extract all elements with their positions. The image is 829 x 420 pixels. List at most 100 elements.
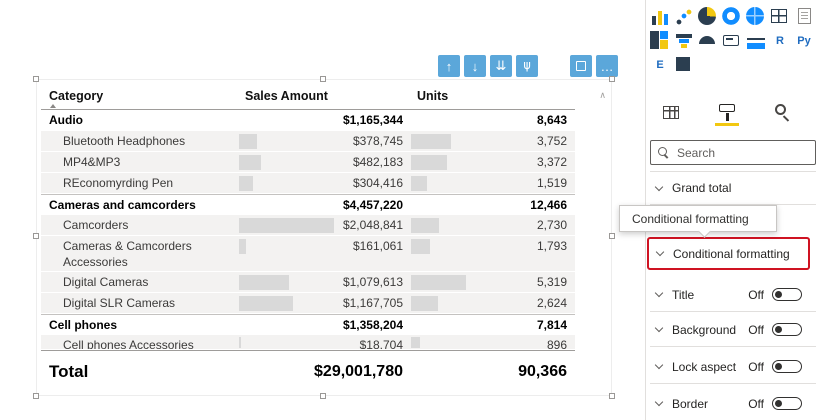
map-icon[interactable]: [746, 7, 764, 25]
card-icon[interactable]: [723, 34, 739, 46]
pane-tabs: [652, 98, 802, 126]
column-header-units[interactable]: Units: [417, 89, 449, 103]
units-value: 12,466: [530, 198, 567, 212]
units-value: 1,793: [536, 239, 567, 253]
column-header-category[interactable]: Category: [49, 89, 104, 103]
sales-value: $1,165,344: [342, 113, 403, 127]
pie-chart-icon[interactable]: [698, 7, 716, 25]
resize-handle[interactable]: [33, 393, 39, 399]
sales-data-bar: [239, 337, 241, 348]
resize-handle[interactable]: [609, 76, 615, 82]
expand-all-button[interactable]: ⋔: [516, 55, 538, 77]
table-row[interactable]: REconomyrding Pen $304,416 1,519: [41, 173, 575, 194]
table-row[interactable]: Digital SLR Cameras $1,167,705 2,624: [41, 293, 575, 314]
matrix-icon[interactable]: [771, 9, 787, 23]
scroll-up-icon[interactable]: ∧: [599, 90, 606, 100]
category-cell: MP4&MP3: [63, 155, 121, 169]
power-apps-icon[interactable]: E: [656, 59, 664, 71]
donut-chart-icon[interactable]: [722, 7, 740, 25]
total-label: Total: [49, 362, 89, 381]
toggle-switch[interactable]: [772, 323, 802, 336]
custom-visual-icon[interactable]: [676, 57, 690, 71]
resize-handle[interactable]: [33, 233, 39, 239]
python-visual-icon[interactable]: Py: [797, 35, 811, 47]
gauge-icon[interactable]: [699, 36, 715, 44]
units-value: 3,372: [536, 155, 567, 169]
resize-handle[interactable]: [320, 393, 326, 399]
format-section-title[interactable]: Title Off: [650, 278, 816, 312]
category-cell: Audio: [49, 113, 83, 127]
column-header-sales-amount[interactable]: Sales Amount: [245, 89, 328, 103]
treemap-icon[interactable]: [650, 31, 668, 49]
paint-roller-icon: [719, 104, 735, 121]
sales-amount-cell: $304,416: [237, 173, 409, 193]
section-label: Border: [672, 396, 709, 411]
report-page-icon[interactable]: [797, 8, 811, 24]
kpi-icon[interactable]: [746, 31, 766, 51]
category-cell: Cell phones Accessories: [63, 338, 194, 349]
drill-up-button[interactable]: ↑: [438, 55, 460, 77]
category-cell: Cameras & Camcorders Accessories: [63, 239, 192, 269]
table-row[interactable]: Bluetooth Headphones $378,745 3,752: [41, 131, 575, 152]
resize-handle[interactable]: [609, 393, 615, 399]
table-rows: Audio $1,165,344 8,643 Bluetooth Headphones…: [41, 110, 575, 350]
table-row[interactable]: Digital Cameras $1,079,613 5,319: [41, 272, 575, 293]
table-row[interactable]: Camcorders $2,048,841 2,730: [41, 215, 575, 236]
units-cell: 3,752: [409, 131, 573, 151]
category-cell: Cell phones: [49, 318, 118, 332]
resize-handle[interactable]: [609, 233, 615, 239]
sales-amount-cell: $1,167,705: [237, 293, 409, 313]
units-cell: 2,730: [409, 215, 573, 235]
sales-value: $2,048,841: [342, 218, 403, 232]
more-options-button[interactable]: …: [596, 55, 618, 77]
funnel-chart-icon[interactable]: [674, 31, 694, 51]
section-label: Conditional formatting: [673, 246, 790, 261]
toggle-switch[interactable]: [772, 360, 802, 373]
toggle-state-label: Off: [748, 322, 764, 337]
toggle-switch[interactable]: [772, 288, 802, 301]
total-row[interactable]: Total $29,001,780 90,366: [41, 350, 575, 394]
scatter-chart-icon[interactable]: [674, 7, 694, 27]
sales-amount-cell: $482,183: [237, 152, 409, 172]
format-pane: R Py E Grand total Conditional formatting Ti…: [645, 0, 829, 420]
chevron-down-icon: [654, 360, 664, 370]
format-section-grand-total[interactable]: Grand total: [650, 171, 816, 205]
drill-down-button[interactable]: ↓: [464, 55, 486, 77]
units-data-bar: [411, 134, 451, 149]
toggle-switch[interactable]: [772, 397, 802, 410]
focus-mode-icon: [576, 61, 586, 71]
go-to-next-level-button[interactable]: ⇊: [490, 55, 512, 77]
resize-handle[interactable]: [320, 76, 326, 82]
format-section-background[interactable]: Background Off: [650, 313, 816, 347]
units-cell: 896: [409, 335, 573, 349]
sales-value: $4,457,220: [342, 198, 403, 212]
analytics-tab[interactable]: [764, 98, 802, 126]
search-input[interactable]: [650, 140, 816, 165]
units-data-bar: [411, 337, 420, 348]
table-row[interactable]: MP4&MP3 $482,183 3,372: [41, 152, 575, 173]
focus-mode-button[interactable]: [570, 55, 592, 77]
fields-tab[interactable]: [652, 98, 690, 126]
search-box: [650, 140, 816, 165]
matrix-visual[interactable]: Category Sales Amount Units Audio $1,165,…: [33, 76, 615, 399]
format-tab[interactable]: [708, 98, 746, 126]
category-cell: Digital SLR Cameras: [63, 296, 176, 310]
toggle-state-label: Off: [748, 287, 764, 302]
units-cell: 7,814: [409, 315, 573, 335]
format-section-conditional-formatting[interactable]: Conditional formatting: [647, 237, 810, 270]
sales-value: $482,183: [352, 155, 403, 169]
table-row[interactable]: Cameras and camcorders $4,457,220 12,466: [41, 194, 575, 215]
format-section-border[interactable]: Border Off: [650, 387, 816, 420]
units-cell: 3,372: [409, 152, 573, 172]
table-row[interactable]: Cell phones Accessories $18,704 896: [41, 335, 575, 350]
sales-amount-cell: $2,048,841: [237, 215, 409, 235]
resize-handle[interactable]: [33, 76, 39, 82]
format-section-lock-aspect[interactable]: Lock aspect Off: [650, 350, 816, 384]
table-row[interactable]: Audio $1,165,344 8,643: [41, 110, 575, 131]
sales-data-bar: [239, 239, 246, 254]
table-row[interactable]: Cell phones $1,358,204 7,814: [41, 314, 575, 335]
sales-data-bar: [239, 275, 289, 290]
column-chart-icon[interactable]: [650, 7, 670, 27]
r-script-icon[interactable]: R: [776, 35, 784, 47]
table-row[interactable]: Cameras & Camcorders Accessories $161,061…: [41, 236, 575, 272]
